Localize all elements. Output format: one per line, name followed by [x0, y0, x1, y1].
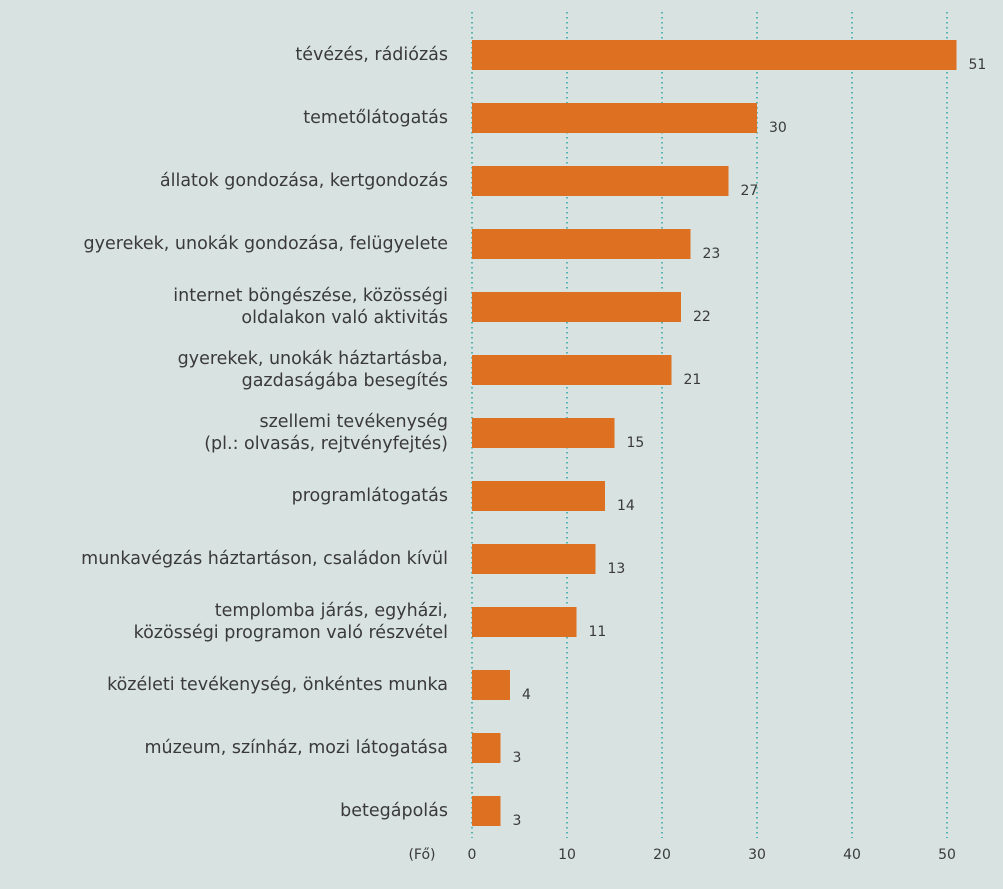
value-label: 3	[513, 750, 522, 766]
bar	[472, 670, 510, 700]
bar	[472, 355, 672, 385]
category-label: gyerekek, unokák gondozása, felügyelete	[83, 234, 448, 254]
bar	[472, 292, 681, 322]
x-tick-label: 50	[938, 847, 956, 863]
category-label: templomba járás, egyházi, közösségi prog…	[133, 601, 448, 643]
value-label: 3	[513, 813, 522, 829]
value-label: 51	[969, 57, 987, 73]
bar	[472, 796, 501, 826]
value-label: 23	[703, 246, 721, 262]
bar	[472, 103, 757, 133]
x-tick-label: 10	[558, 847, 576, 863]
category-label: állatok gondozása, kertgondozás	[159, 171, 448, 191]
bar	[472, 481, 605, 511]
value-label: 4	[522, 687, 531, 703]
category-label: szellemi tevékenység (pl.: olvasás, rejt…	[204, 412, 448, 454]
category-label: gyerekek, unokák háztartásba, gazdaságáb…	[177, 349, 448, 391]
value-label: 13	[608, 561, 626, 577]
bar	[472, 166, 729, 196]
value-label: 30	[769, 120, 787, 136]
value-label: 22	[693, 309, 711, 325]
category-label: munkavégzás háztartáson, családon kívül	[81, 549, 448, 569]
value-label: 15	[627, 435, 645, 451]
category-label: múzeum, színház, mozi látogatása	[144, 738, 448, 758]
category-label: temetőlátogatás	[303, 108, 448, 128]
bar	[472, 607, 577, 637]
bar	[472, 544, 596, 574]
bar	[472, 229, 691, 259]
bar	[472, 418, 615, 448]
value-label: 11	[589, 624, 607, 640]
x-tick-label: 40	[843, 847, 861, 863]
x-tick-label: 20	[653, 847, 671, 863]
category-label: programlátogatás	[291, 486, 448, 506]
x-tick-label: 30	[748, 847, 766, 863]
x-tick-label: 0	[468, 847, 477, 863]
value-label: 21	[684, 372, 702, 388]
value-label: 27	[741, 183, 759, 199]
category-label: internet böngészése, közösségi oldalakon…	[173, 286, 448, 328]
bar	[472, 40, 957, 70]
bar	[472, 733, 501, 763]
category-label: betegápolás	[340, 801, 448, 821]
category-label: közéleti tevékenység, önkéntes munka	[107, 675, 448, 695]
category-label: tévézés, rádiózás	[295, 45, 448, 65]
x-axis-label: (Fő)	[408, 847, 435, 863]
value-label: 14	[617, 498, 635, 514]
